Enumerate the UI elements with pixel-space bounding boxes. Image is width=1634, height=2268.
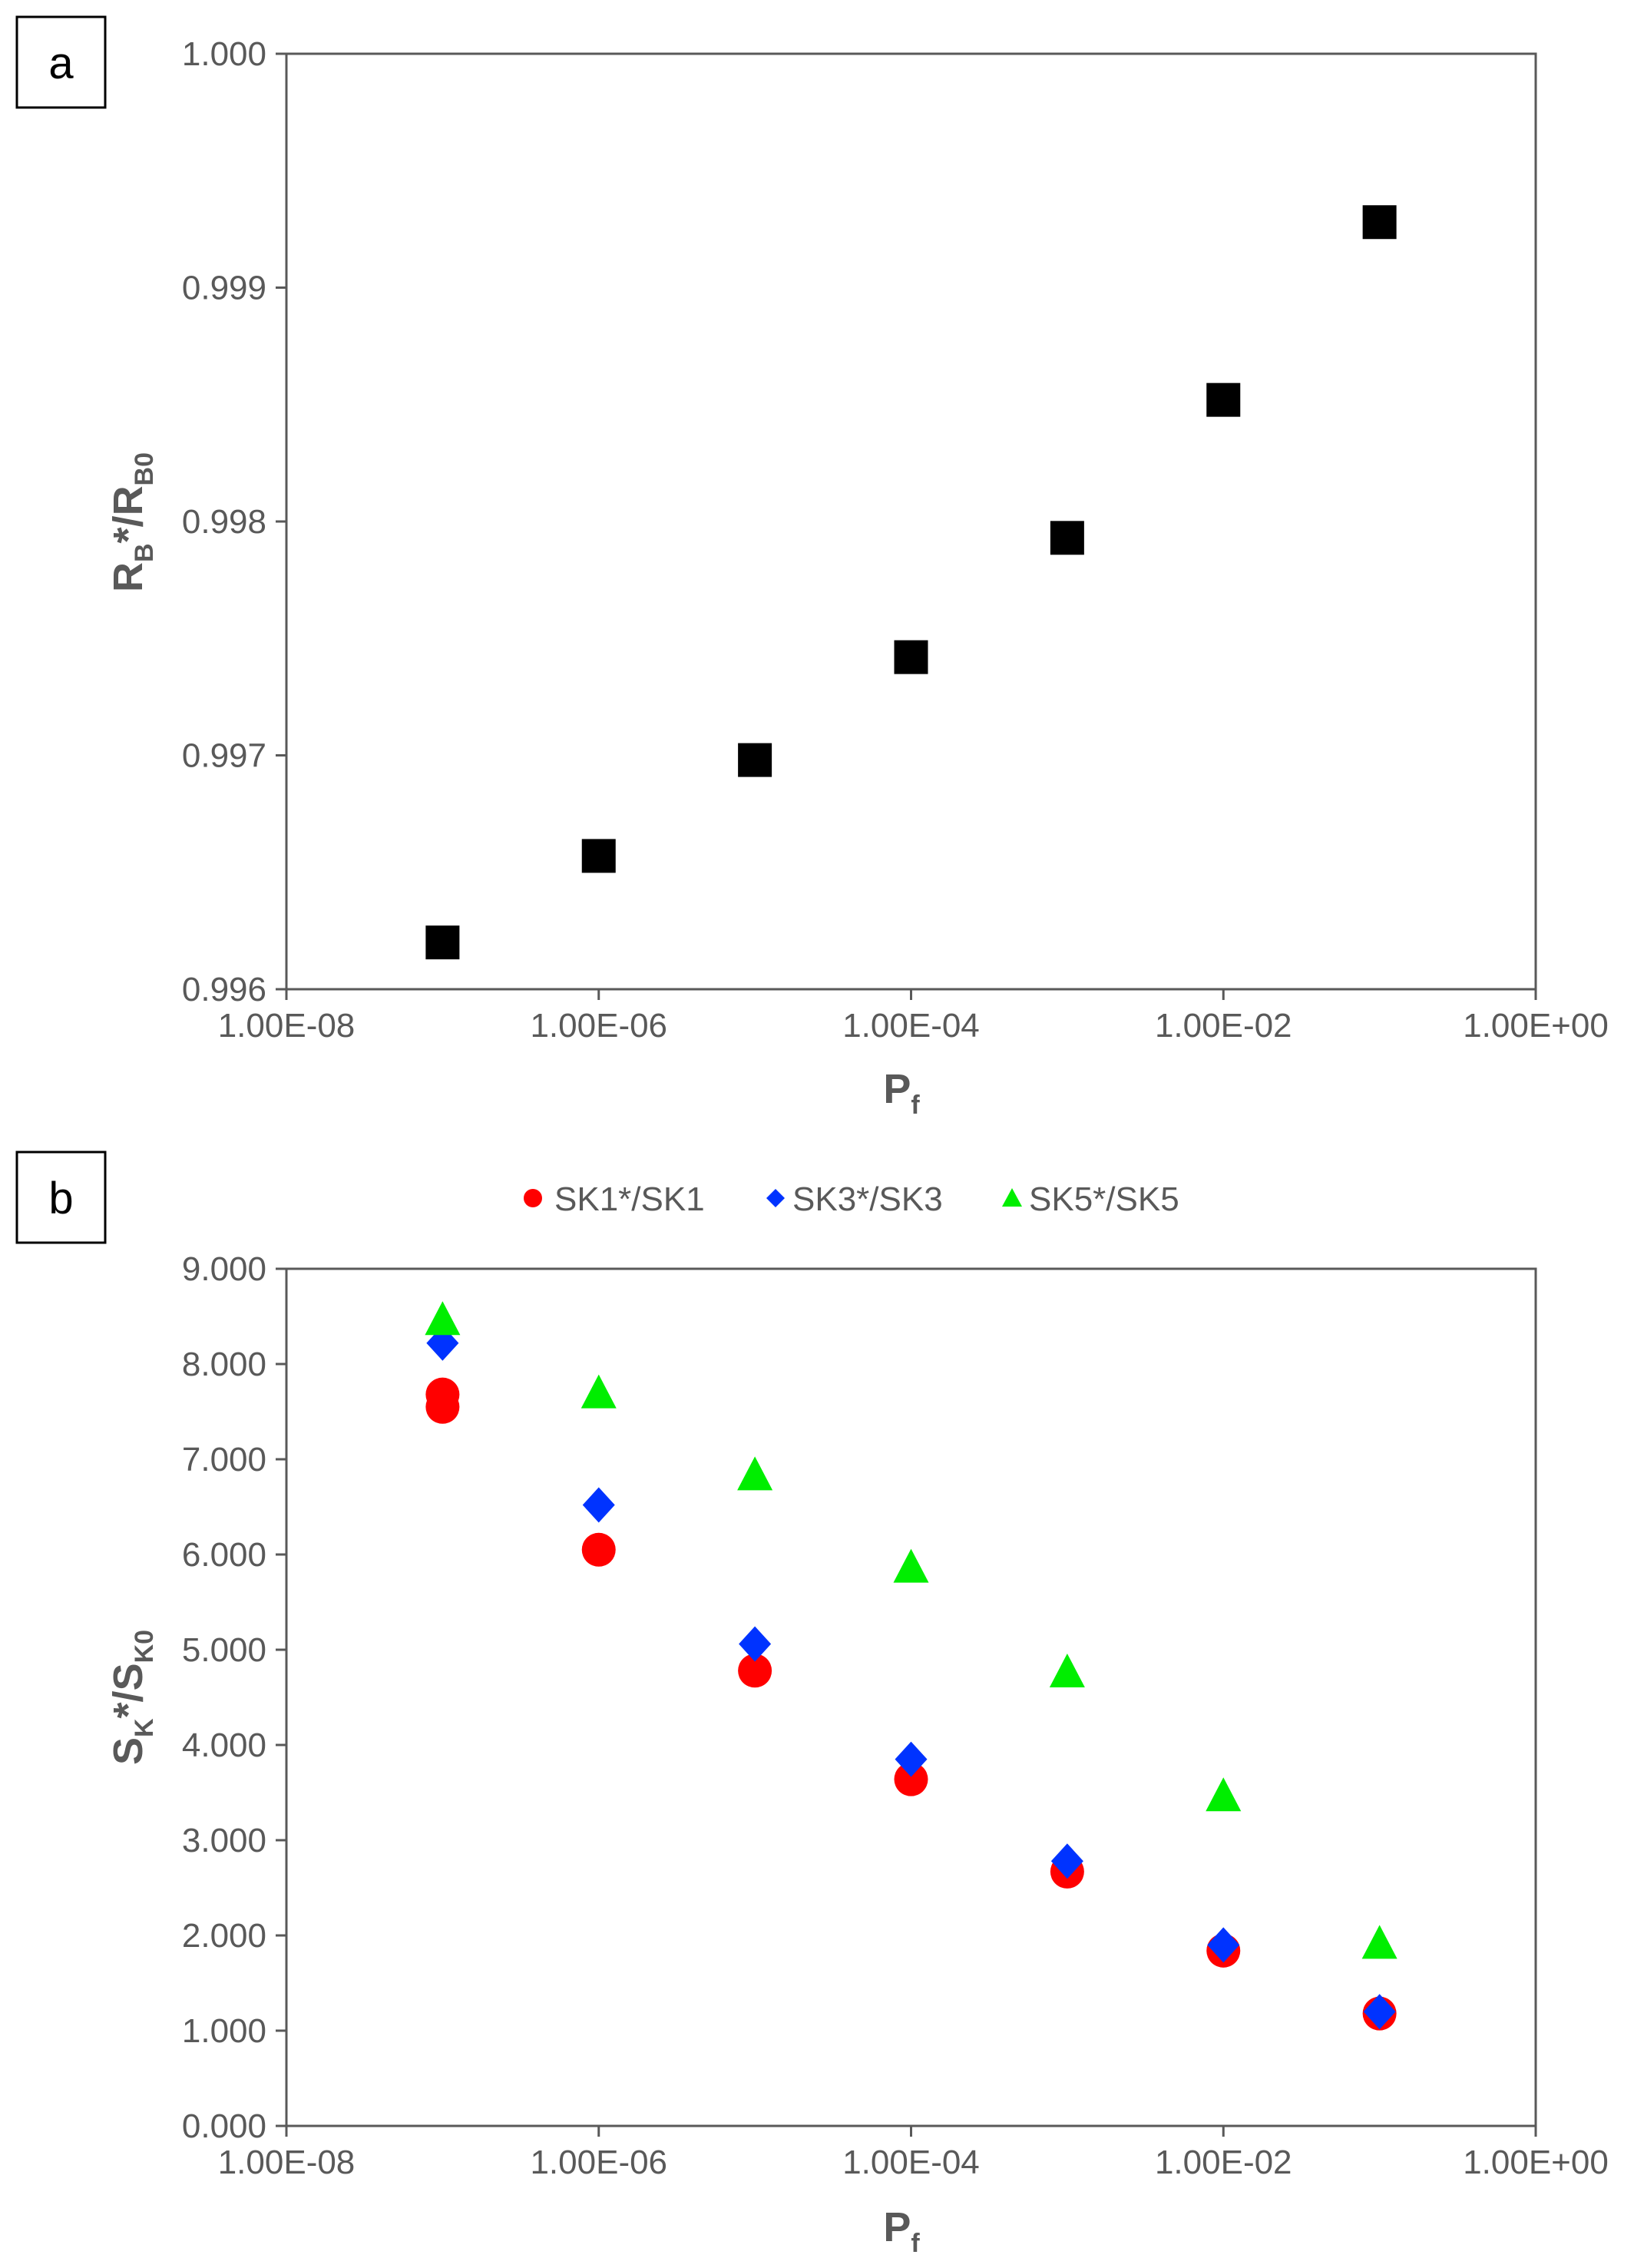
data-point [1361, 1925, 1398, 1959]
series-RB*/RB0 [425, 205, 1397, 960]
panel-b-x-axis-title: Pf [883, 2204, 920, 2258]
data-point [1050, 521, 1084, 555]
data-point [1050, 1843, 1083, 1879]
data-point [425, 925, 460, 960]
panel-a-plot-area [285, 52, 1537, 991]
panel-a-series [425, 205, 1397, 960]
x-tick-label: 1.00E-02 [1155, 1007, 1292, 1045]
panel-b-y-axis-title: SK*/SK0 [105, 1630, 159, 1765]
data-point [580, 1374, 617, 1409]
data-point [894, 640, 928, 674]
data-point [582, 1487, 615, 1523]
x-label-sub: f [911, 1091, 920, 1120]
series-SK1*/SK1 [425, 1377, 1397, 2031]
y-label-part1: S [105, 1737, 151, 1765]
data-point [738, 1654, 772, 1688]
panel-b-label: b [48, 1174, 73, 1223]
y-tick-label: 9.000 [182, 1250, 266, 1288]
y-label-sub2: B0 [130, 452, 159, 485]
y-tick-label: 0.997 [182, 737, 266, 775]
y-label-part2: */R [105, 485, 151, 543]
legend-marker-sk3 [766, 1189, 785, 1207]
x-tick-label: 1.00E-08 [218, 1007, 356, 1045]
panel-b-y-axis: 0.000 1.000 2.000 3.000 4.000 5.000 6.000 7.000… [182, 1250, 286, 2145]
y-tick-label: 1.000 [182, 2012, 266, 2050]
data-point [1049, 1654, 1085, 1687]
data-point [1207, 1927, 1240, 1963]
y-tick-label: 6.000 [182, 1536, 266, 1574]
data-point [738, 743, 772, 777]
x-label-main: P [883, 2204, 911, 2250]
y-tick-label: 4.000 [182, 1727, 266, 1764]
panel-b-legend: SK1*/SK1 SK3*/SK3 SK5*/SK5 [524, 1180, 1179, 1218]
data-point [425, 1301, 461, 1336]
panel-b-chart: b SK1*/SK1 SK3*/SK3 SK5*/SK5 0.000 1.000 2… [15, 1151, 1609, 2258]
y-tick-label: 0.000 [182, 2107, 266, 2145]
panel-a-x-axis: 1.00E-08 1.00E-06 1.00E-04 1.00E-02 1.00E+00 [218, 989, 1609, 1045]
x-tick-label: 1.00E-06 [530, 2144, 667, 2181]
y-tick-label: 3.000 [182, 1822, 266, 1859]
y-tick-label: 0.998 [182, 503, 266, 541]
legend-label-sk1: SK1*/SK1 [554, 1180, 705, 1218]
x-label-main: P [883, 1066, 911, 1112]
y-label-sub1: K [130, 1718, 159, 1737]
x-tick-label: 1.00E+00 [1463, 1007, 1609, 1045]
data-point [739, 1626, 772, 1662]
panel-b-label-box [15, 1151, 107, 1244]
x-tick-label: 1.00E-08 [218, 2144, 356, 2181]
data-point [893, 1548, 929, 1583]
y-tick-label: 7.000 [182, 1441, 266, 1478]
y-tick-label: 0.999 [182, 270, 266, 307]
legend-marker-sk1 [524, 1189, 542, 1207]
panel-a-y-axis: 0.996 0.997 0.998 0.999 1.000 [182, 35, 286, 1008]
data-point [894, 1762, 928, 1796]
x-tick-label: 1.00E-04 [842, 2144, 980, 2181]
y-tick-label: 0.996 [182, 971, 266, 1008]
y-tick-label: 2.000 [182, 1917, 266, 1955]
x-label-sub: f [911, 2229, 920, 2258]
y-tick-label: 1.000 [182, 35, 266, 73]
panel-a-label-box [15, 15, 107, 109]
x-tick-label: 1.00E-02 [1155, 2144, 1292, 2181]
data-point [581, 839, 616, 873]
panel-a-x-axis-title: Pf [883, 1066, 920, 1120]
data-point [895, 1741, 928, 1777]
series-SK5*/SK5 [425, 1301, 1398, 1959]
panel-b-x-axis: 1.00E-08 1.00E-06 1.00E-04 1.00E-02 1.00E+00 [218, 2126, 1609, 2181]
panel-a-label: a [48, 38, 74, 88]
data-point [1206, 382, 1241, 417]
panel-a-y-axis-title: RB*/RB0 [105, 452, 159, 592]
y-label-part2: */S [105, 1663, 151, 1718]
data-point [1206, 1777, 1242, 1812]
x-tick-label: 1.00E-06 [530, 1007, 667, 1045]
legend-label-sk3: SK3*/SK3 [792, 1180, 943, 1218]
y-label-sub2: K0 [130, 1630, 159, 1663]
y-tick-label: 5.000 [182, 1631, 266, 1669]
data-point [581, 1532, 616, 1567]
data-point [1363, 1994, 1396, 2030]
data-point [425, 1377, 460, 1412]
data-point [737, 1456, 773, 1491]
x-tick-label: 1.00E-04 [842, 1007, 980, 1045]
x-tick-label: 1.00E+00 [1463, 2144, 1609, 2181]
legend-marker-sk5 [1002, 1188, 1022, 1207]
series-SK3*/SK3 [426, 1325, 1396, 2030]
panel-b-series [425, 1301, 1398, 2031]
y-tick-label: 8.000 [182, 1346, 266, 1383]
legend-label-sk5: SK5*/SK5 [1029, 1180, 1179, 1218]
y-label-sub1: B [130, 543, 159, 562]
data-point [1362, 205, 1397, 240]
y-label-part1: R [105, 562, 151, 592]
panel-b-plot-area [285, 1267, 1537, 2127]
